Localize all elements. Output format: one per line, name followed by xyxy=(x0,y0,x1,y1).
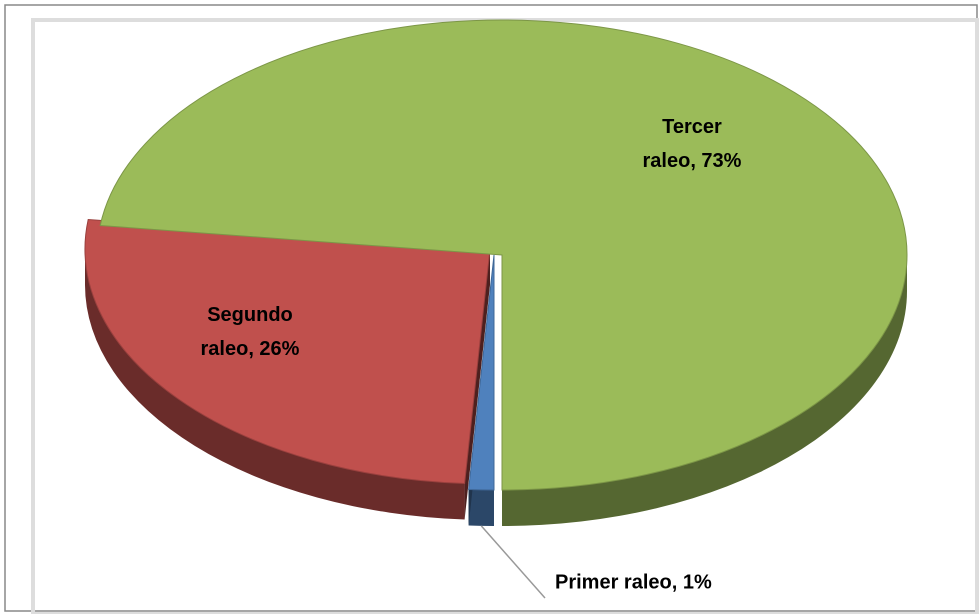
slice-cut xyxy=(464,249,490,520)
label-line: raleo, 26% xyxy=(201,338,300,360)
label-line: raleo, 73% xyxy=(643,150,742,172)
label-line: Segundo xyxy=(207,304,293,326)
data-label: Segundo raleo, 26% xyxy=(201,304,300,360)
leader-line xyxy=(480,525,546,599)
label-line: Tercer xyxy=(662,116,722,138)
slice xyxy=(468,254,495,491)
slice-side xyxy=(502,255,907,526)
slice-side xyxy=(468,489,494,526)
data-label: Primer raleo, 1% xyxy=(555,571,712,593)
slice-side xyxy=(85,249,465,520)
slice xyxy=(84,218,491,485)
data-label: Tercer raleo, 73% xyxy=(643,116,742,172)
slice xyxy=(99,19,908,491)
